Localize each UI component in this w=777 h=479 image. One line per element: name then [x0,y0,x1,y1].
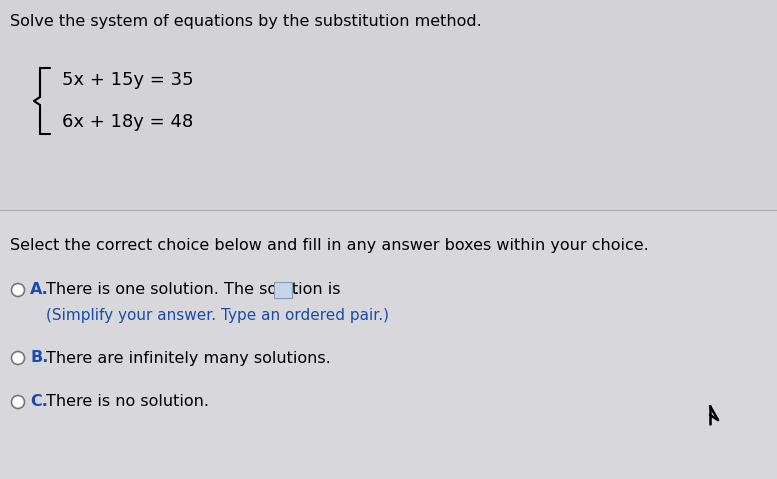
Circle shape [12,396,25,409]
Text: 6x + 18y = 48: 6x + 18y = 48 [62,113,193,131]
Text: A.: A. [30,283,49,297]
Text: B.: B. [30,351,48,365]
Text: There are infinitely many solutions.: There are infinitely many solutions. [46,351,331,365]
Text: There is one solution. The solution is: There is one solution. The solution is [46,283,346,297]
Text: 5x + 15y = 35: 5x + 15y = 35 [62,71,193,89]
Text: Select the correct choice below and fill in any answer boxes within your choice.: Select the correct choice below and fill… [10,238,649,253]
Bar [274,282,292,298]
Text: Solve the system of equations by the substitution method.: Solve the system of equations by the sub… [10,14,482,29]
Text: There is no solution.: There is no solution. [46,395,209,410]
Text: (Simplify your answer. Type an ordered pair.): (Simplify your answer. Type an ordered p… [46,308,389,323]
Text: .: . [293,283,298,297]
Text: C.: C. [30,395,48,410]
Circle shape [12,352,25,365]
Circle shape [12,284,25,297]
Bar [0,210,777,479]
Bar [0,0,777,210]
